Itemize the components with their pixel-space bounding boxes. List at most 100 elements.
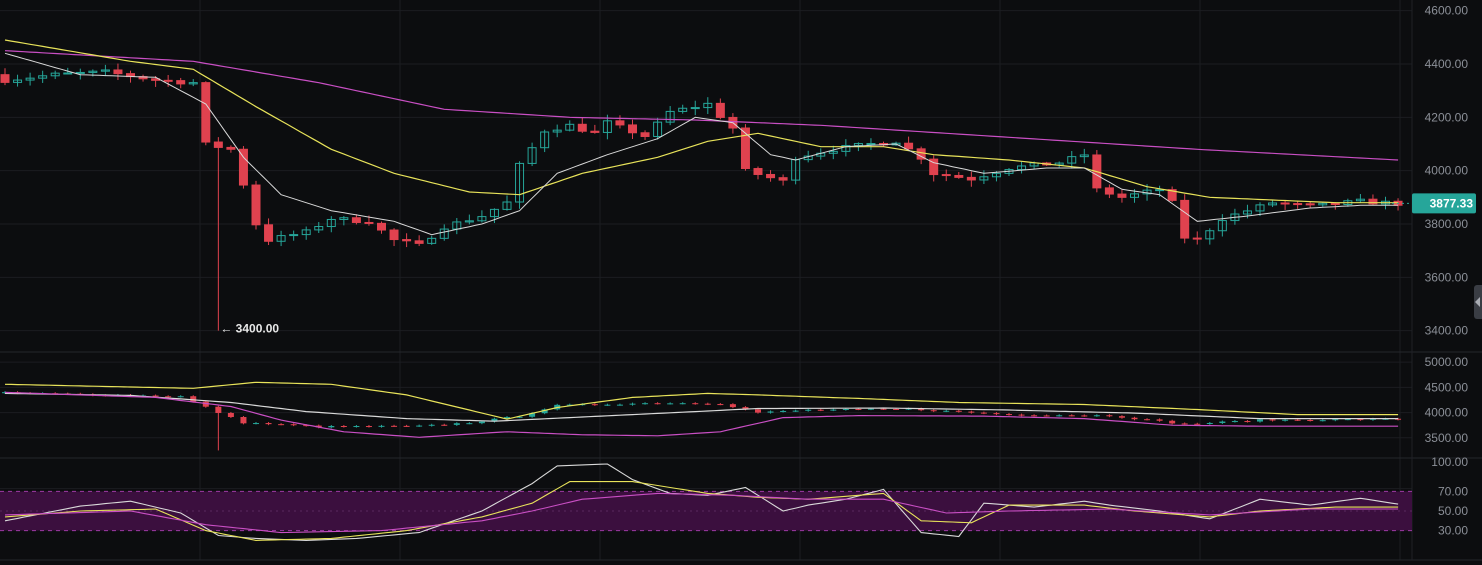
candle-body [402, 239, 412, 242]
price-axis: 3400.00 3600.00 3800.00 4000.00 4200.00 4400.… [1425, 4, 1469, 538]
price-panel [0, 39, 1412, 331]
mini-candle-body [616, 404, 623, 406]
candle-body [1330, 202, 1340, 205]
candle-body [828, 150, 838, 154]
mini-candle-body [591, 404, 598, 406]
candle-body [1079, 154, 1089, 158]
mini-candle-body [303, 425, 310, 427]
candle-body [740, 127, 750, 170]
candle-body [941, 174, 951, 177]
mini-candle-body [190, 396, 197, 402]
candle-body [1217, 220, 1227, 232]
ma-mid-line [4, 39, 1399, 204]
axis-tick-label: 70.00 [1438, 484, 1468, 498]
candle-body [1305, 203, 1315, 206]
candle-body [489, 208, 499, 218]
axis-tick-label: 5000.00 [1425, 355, 1469, 369]
candle-body [515, 162, 525, 203]
candle-body [703, 102, 713, 109]
mini-candle-body [1206, 422, 1213, 424]
ma-slow-line [4, 50, 1399, 161]
mini-candle-body [253, 423, 259, 425]
rsi-ma_slow-line [4, 492, 1399, 534]
current-price-tag: 3877.33 [1412, 193, 1476, 214]
candle-body [540, 131, 550, 149]
mini-candle-body [968, 411, 975, 413]
mini-candle-body [1257, 419, 1263, 422]
candle-body [1318, 202, 1328, 206]
candle-body [1167, 189, 1177, 201]
mini-candle-body [842, 408, 849, 410]
mini-candle-body [855, 408, 862, 410]
candle-body [954, 174, 964, 178]
mini-candle-body [227, 412, 234, 418]
current-price-tag-bg [1412, 193, 1476, 214]
axis-tick-label: 3600.00 [1425, 270, 1469, 284]
mini-candle-body [1043, 415, 1050, 417]
mini-candle-body [1194, 423, 1201, 425]
mini-candle-body [491, 418, 498, 422]
candle-body [866, 143, 876, 146]
axis-tick-label: 3400.00 [1425, 324, 1469, 338]
mini-candle-body [365, 426, 372, 428]
mini-candle-body [1031, 415, 1038, 417]
candle-body [301, 229, 311, 236]
candle-body [113, 69, 123, 75]
axis-tick-label: 100.00 [1431, 455, 1468, 469]
mini-candle-body [290, 424, 297, 426]
candle-body [477, 216, 487, 222]
mini-candle-body [830, 409, 837, 411]
candle-body [276, 235, 286, 242]
mini-candle-body [1068, 415, 1075, 417]
mini-candle-body [1081, 415, 1088, 417]
mini-candle-body [177, 396, 184, 398]
candle-body [251, 184, 261, 226]
mini-candle-body [742, 407, 749, 410]
axis-tick-label: 4000.00 [1425, 406, 1469, 420]
mini-candle-body [993, 413, 1000, 415]
candle-body [201, 82, 211, 143]
mini-candle-body [1056, 415, 1063, 417]
mini-candle-body [340, 426, 347, 428]
candle-body [314, 226, 324, 231]
overview-ma_fast-line [4, 392, 1399, 422]
candle-body [50, 72, 60, 77]
panel-collapse-handle[interactable] [1474, 285, 1482, 319]
candle-body [1017, 165, 1027, 171]
mini-candle-body [453, 423, 460, 425]
candle-body [640, 132, 650, 137]
mini-candle-body [755, 409, 761, 413]
candle-body [628, 124, 637, 134]
overview-panel [2, 381, 1402, 451]
mini-candle-body [642, 403, 649, 405]
candle-body [38, 75, 48, 79]
current-price-label: 3877.33 [1430, 196, 1474, 210]
low-price-annotation: ← 3400.00 [220, 322, 279, 336]
mini-candle-body [566, 404, 573, 406]
axis-tick-label: 4200.00 [1425, 110, 1469, 124]
candle-body [226, 146, 236, 150]
mini-candle-body [1118, 416, 1125, 418]
mini-candle-body [1282, 419, 1289, 421]
candle-body [427, 237, 437, 244]
candle-body [615, 120, 625, 126]
candle-body [753, 168, 763, 175]
candle-body [577, 123, 587, 132]
candle-body [238, 148, 248, 186]
mini-candle-body [980, 412, 987, 414]
mini-candle-body [629, 403, 636, 405]
mini-candle-body [240, 417, 247, 424]
mini-candle-body [416, 425, 423, 427]
mini-candle-body [466, 423, 473, 425]
candle-body [25, 77, 35, 81]
mini-candle-body [403, 425, 410, 427]
mini-candle-body [817, 409, 824, 411]
axis-tick-label: 4000.00 [1425, 164, 1469, 178]
mini-candle-body [478, 421, 485, 424]
mini-candle-body [880, 408, 887, 410]
mini-candle-body [1156, 419, 1163, 421]
candle-body [590, 130, 600, 133]
candle-body [991, 172, 1001, 178]
overview-ma_slow-line [4, 391, 1399, 438]
